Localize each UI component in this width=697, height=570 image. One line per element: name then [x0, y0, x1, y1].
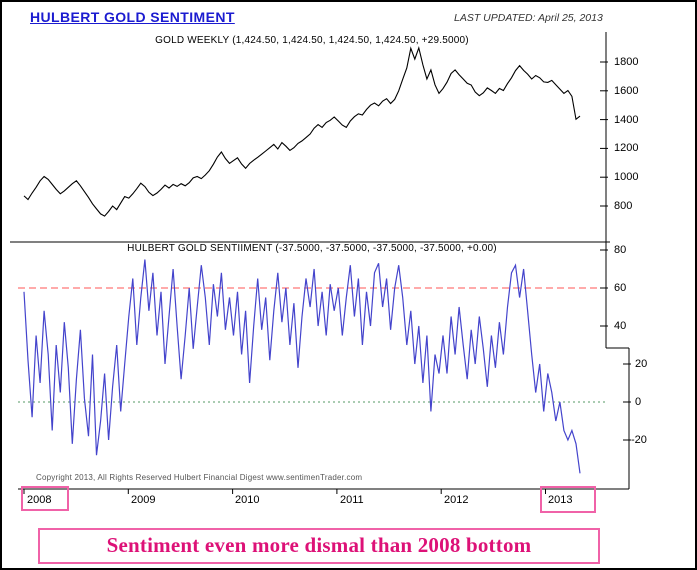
gold-ytick-label: 1600 [614, 85, 639, 97]
gold-price-line [23, 45, 581, 217]
last-updated-label: LAST UPDATED: April 25, 2013 [454, 12, 603, 24]
highlight-2013-box [540, 486, 596, 513]
gold-ytick-label: 1000 [614, 171, 639, 183]
gold-ytick-label: 1400 [614, 114, 639, 126]
x-tick-label-2008: 2008 [27, 494, 52, 506]
gold-ytick-label: 1200 [614, 142, 639, 154]
x-tick-label-2013: 2013 [548, 494, 573, 506]
sentiment-ytick-label: 60 [614, 282, 627, 294]
grid-layer [18, 61, 631, 494]
x-tick-label-2011: 2011 [340, 494, 364, 506]
page-title: HULBERT GOLD SENTIMENT [30, 9, 235, 25]
gold-ytick-label: 1800 [614, 56, 639, 68]
sentiment-ytick-label: 20 [635, 358, 648, 370]
x-tick-label-2012: 2012 [444, 494, 469, 506]
sentiment-ytick-label: -20 [631, 434, 647, 446]
sentiment-line [23, 259, 581, 474]
caption-text: Sentiment even more dismal than 2008 bot… [106, 533, 532, 557]
copyright-text: Copyright 2013, All Rights Reserved Hulb… [36, 473, 363, 482]
sentiment-panel-title: HULBERT GOLD SENTIIMENT (-37.5000, -37.5… [127, 243, 497, 254]
gold-ytick-label: 800 [614, 200, 633, 212]
x-tick-label-2009: 2009 [131, 494, 156, 506]
sentiment-ytick-label: 0 [635, 396, 642, 408]
highlight-2008-box [21, 486, 69, 511]
sentiment-ytick-label: 80 [614, 244, 627, 256]
caption-box: Sentiment even more dismal than 2008 bot… [38, 528, 600, 564]
gold-panel-title: GOLD WEEKLY (1,424.50, 1,424.50, 1,424.5… [155, 35, 469, 46]
sentiment-ytick-label: 40 [614, 320, 627, 332]
x-tick-label-2010: 2010 [235, 494, 260, 506]
